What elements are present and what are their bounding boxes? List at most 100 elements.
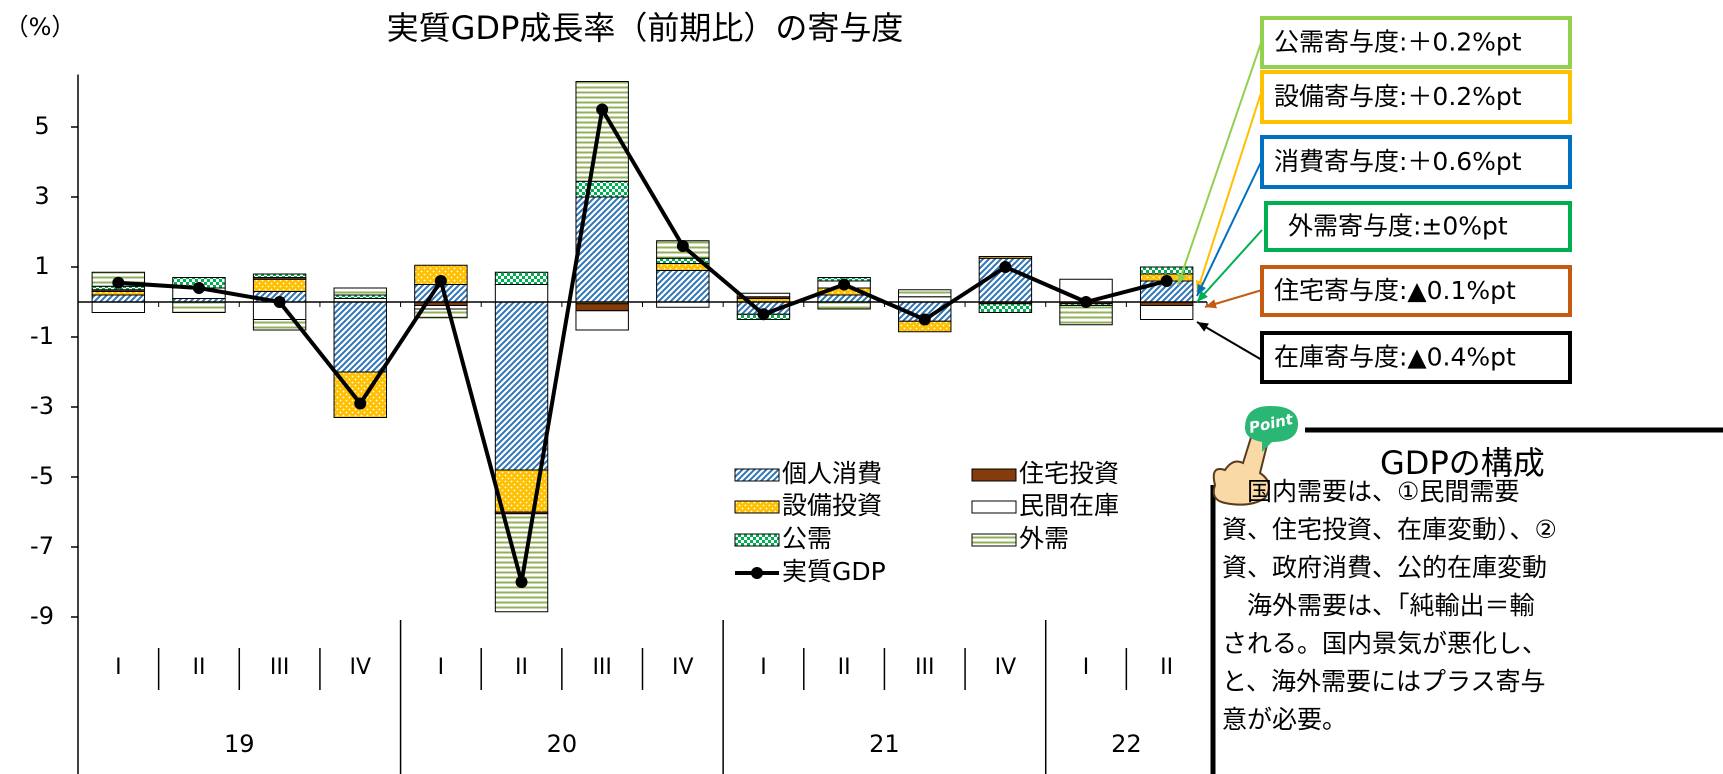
y-tick-label: 5 — [34, 112, 49, 140]
bar-segment — [495, 514, 547, 612]
legend-label: 外需 — [1019, 524, 1069, 553]
bar-segment — [899, 290, 951, 297]
legend-label: 設備投資 — [782, 491, 882, 520]
callout-text: 住宅寄与度:▲0.1%pt — [1274, 276, 1516, 305]
bar-segment — [576, 181, 628, 197]
note-line: 国内需要は、①民間需要 — [1222, 477, 1519, 506]
bar-segment — [334, 288, 386, 295]
y-tick-label: -3 — [30, 392, 54, 420]
x-tick-label: II — [1160, 655, 1173, 680]
line-point — [596, 104, 608, 116]
legend-label: 個人消費 — [782, 459, 882, 488]
line-point — [677, 240, 689, 252]
bar-segment — [334, 295, 386, 299]
line-point — [274, 296, 286, 308]
line-point — [1161, 275, 1173, 287]
bar-segment — [818, 302, 870, 309]
x-group-label: 19 — [224, 730, 255, 758]
y-unit: （%） — [5, 13, 76, 41]
chart-title: 実質GDP成長率（前期比）の寄与度 — [387, 9, 904, 47]
x-group-label: 22 — [1111, 730, 1142, 758]
bar-segment — [92, 302, 144, 313]
bar-segment — [657, 264, 709, 271]
x-tick-label: IV — [349, 655, 371, 680]
callout-arrow — [1197, 322, 1262, 360]
legend-swatch — [735, 469, 779, 481]
bar-segment — [495, 302, 547, 470]
x-tick-label: I — [115, 655, 122, 680]
legend-label: 住宅投資 — [1019, 459, 1119, 488]
callout-text: 設備寄与度:＋0.2%pt — [1274, 82, 1522, 111]
legend-swatch — [972, 501, 1016, 513]
legend-swatch — [751, 567, 763, 579]
note-line: 海外需要は、「純輸出＝輸 — [1222, 591, 1535, 620]
legend-label: 実質GDP — [782, 557, 886, 586]
y-tick-label: -7 — [30, 532, 54, 560]
note-line: と、海外需要にはプラス寄与 — [1222, 667, 1546, 696]
line-point — [1080, 296, 1092, 308]
y-tick-label: 1 — [34, 252, 49, 280]
x-tick-label: IV — [672, 655, 694, 680]
line-point — [999, 261, 1011, 273]
note-line: 資、政府消費、公的在庫変動 — [1222, 553, 1547, 582]
bar-segment — [92, 295, 144, 302]
bar-segment — [92, 292, 144, 296]
bar-segment — [253, 274, 305, 278]
bar-segment — [818, 295, 870, 302]
line-point — [435, 275, 447, 287]
bar-segment — [657, 302, 709, 307]
callout-text: 公需寄与度:＋0.2%pt — [1274, 28, 1522, 57]
bar-segment — [495, 285, 547, 303]
x-tick-label: II — [192, 655, 205, 680]
x-group-label: 20 — [547, 730, 578, 758]
line-point — [838, 279, 850, 291]
y-tick-label: -5 — [30, 462, 54, 490]
x-group-label: 21 — [869, 730, 900, 758]
x-tick-label: I — [760, 655, 767, 680]
note-line: 意が必要。 — [1222, 705, 1347, 734]
x-tick-label: III — [915, 655, 934, 680]
bar-segment — [576, 304, 628, 311]
line-point — [193, 282, 205, 294]
x-tick-label: I — [1083, 655, 1090, 680]
bar-segment — [979, 304, 1031, 313]
legend-swatch — [735, 534, 779, 546]
bar-segment — [657, 271, 709, 303]
callout-text: 外需寄与度:±0%pt — [1288, 212, 1508, 241]
legend-swatch — [972, 469, 1016, 481]
callout-text: 消費寄与度:＋0.6%pt — [1274, 147, 1522, 176]
bar-segment — [253, 279, 305, 291]
bar-segment — [1140, 306, 1192, 320]
bar-segment — [576, 82, 628, 182]
callout-arrow — [1197, 230, 1262, 302]
chart: （%） 実質GDP成長率（前期比）の寄与度 Point GDPの構成 531-1… — [0, 0, 1723, 774]
y-tick-label: 3 — [34, 182, 49, 210]
callout-text: 在庫寄与度:▲0.4%pt — [1274, 343, 1516, 372]
x-tick-label: I — [438, 655, 445, 680]
line-point — [516, 576, 528, 588]
legend-swatch — [735, 501, 779, 513]
bar-segment — [1140, 267, 1192, 274]
bar-segment — [173, 302, 225, 313]
bar-segment — [979, 257, 1031, 259]
bar-segment — [899, 297, 951, 302]
note-line: される。国内景気が悪化し、 — [1222, 629, 1547, 658]
bar-segment — [495, 272, 547, 284]
callout-arrow — [1197, 160, 1262, 296]
line-point — [112, 277, 124, 289]
y-tick-label: -9 — [30, 602, 54, 630]
note-line: 資、住宅投資、在庫変動）、② — [1222, 515, 1557, 544]
line-point — [757, 308, 769, 320]
legend-label: 民間在庫 — [1019, 491, 1119, 520]
line-point — [354, 398, 366, 410]
callout-arrow — [1197, 90, 1262, 292]
y-tick-label: -1 — [30, 322, 54, 350]
x-tick-label: IV — [995, 655, 1017, 680]
x-tick-label: III — [270, 655, 289, 680]
line-point — [919, 314, 931, 326]
legend-swatch — [972, 534, 1016, 546]
bar-segment — [1060, 306, 1112, 325]
x-tick-label: II — [838, 655, 851, 680]
bar-segment — [576, 311, 628, 330]
x-tick-label: II — [515, 655, 528, 680]
